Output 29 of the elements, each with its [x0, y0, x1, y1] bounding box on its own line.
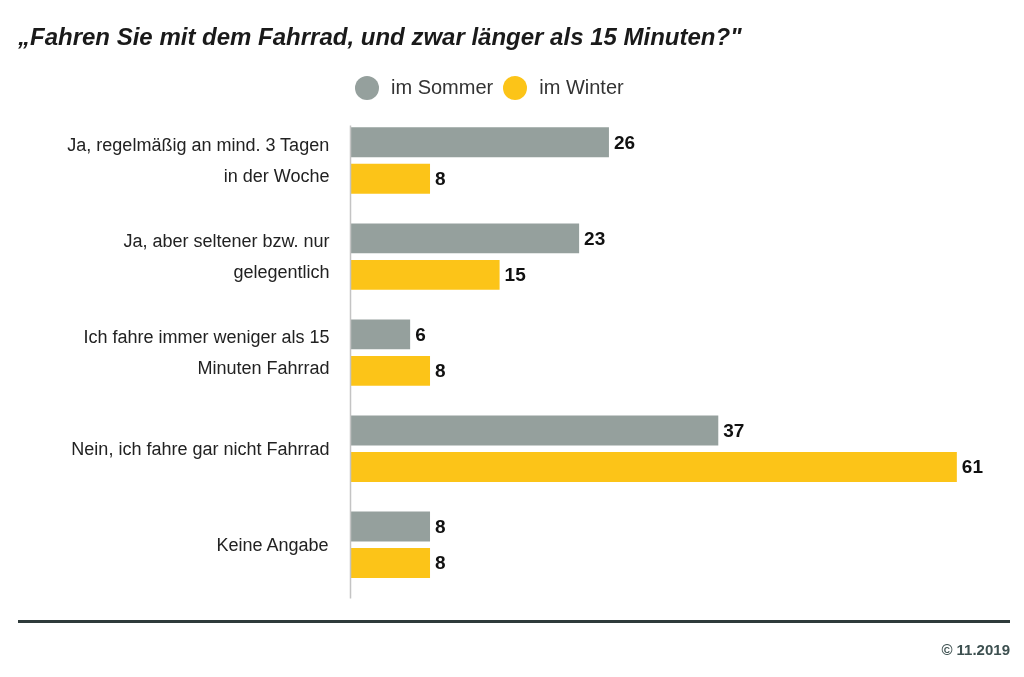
data-label: 6 [415, 323, 426, 345]
data-label: 8 [435, 168, 446, 190]
data-label: 61 [961, 456, 984, 478]
bar [350, 415, 719, 446]
y-tick-label: Keine Angabe [216, 534, 329, 555]
data-label: 23 [584, 227, 606, 249]
bar [350, 259, 500, 290]
y-tick-label: Ja, aber seltener bzw. nur gelegentlich [123, 231, 330, 283]
bar [350, 127, 609, 158]
legend-label: im Winter [539, 75, 624, 101]
data-label: 15 [504, 264, 527, 286]
data-label: 8 [435, 515, 446, 537]
bar [350, 451, 957, 482]
y-tick-label: Nein, ich fahre gar nicht Fahrrad [71, 438, 330, 459]
y-tick-label: Ja, regelmäßig an mind. 3 Tagen in der Woche [67, 135, 330, 187]
bar [350, 223, 580, 254]
chart-title: „Fahren Sie mit dem Fahrrad, und zwar länger als 15 Minuten?" [18, 22, 742, 52]
legend-label: im Sommer [391, 75, 494, 101]
bar [350, 319, 411, 350]
bar [350, 163, 431, 194]
data-label: 37 [723, 419, 745, 441]
data-label: 8 [435, 552, 446, 574]
bar [350, 548, 431, 578]
data-label: 8 [435, 360, 446, 382]
y-tick-label: Ich fahre immer weniger als 15 Minuten Fahrrad [83, 327, 330, 379]
bar [350, 355, 431, 386]
text: © 11.2019 [941, 640, 1010, 660]
data-label: 26 [613, 131, 636, 153]
bar [350, 511, 431, 542]
